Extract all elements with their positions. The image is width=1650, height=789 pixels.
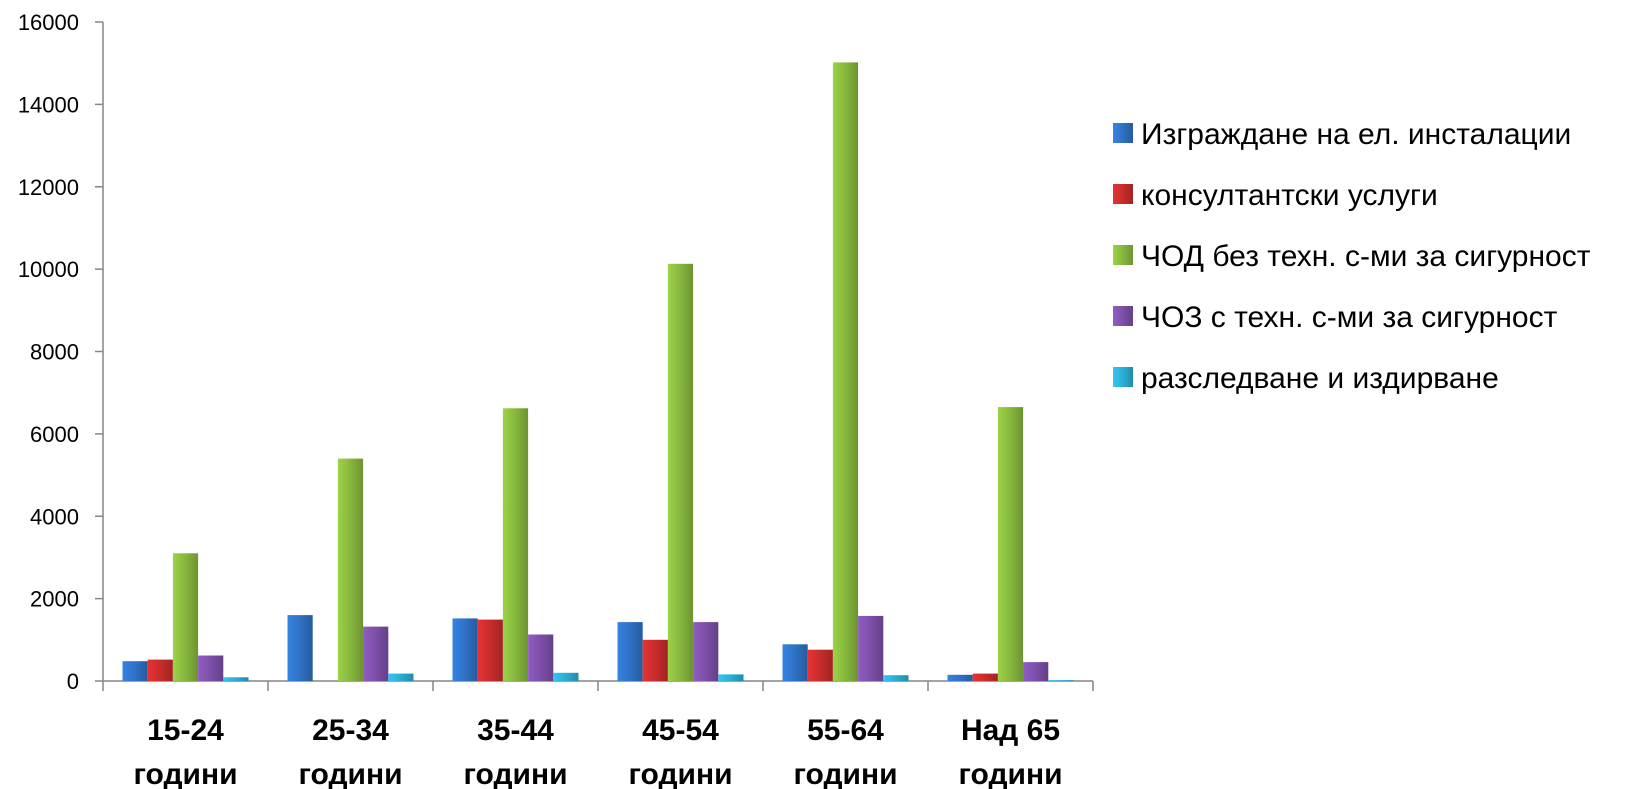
x-tick-label: Над 65 години (958, 714, 1062, 789)
y-tick-label: 2000 (30, 587, 79, 612)
x-tick-label: 15-24 години (133, 714, 237, 789)
bar (198, 655, 224, 681)
bar (667, 263, 694, 681)
legend-swatch (1113, 184, 1133, 204)
legend-label: разследване и издирване (1141, 362, 1499, 395)
bar (947, 674, 973, 681)
x-tick-label: 45-54 години (628, 714, 732, 789)
bar (388, 673, 414, 681)
bar (502, 408, 529, 681)
legend-swatch (1113, 123, 1133, 143)
legend-label: консултантски услуги (1141, 179, 1438, 212)
y-tick-label: 6000 (30, 422, 79, 447)
bar (172, 553, 199, 681)
bar (147, 659, 173, 681)
bar (807, 649, 833, 681)
legend-label: ЧОЗ с техн. с-ми за сигурност (1141, 301, 1558, 334)
x-tick-label: 35-44 години (463, 714, 567, 789)
bar (223, 677, 249, 681)
x-axis: 15-24 години 25-34 години 35-44 години 45-54 го… (102, 680, 1094, 789)
legend: Изграждане на ел. инсталации консултантск… (1113, 118, 1591, 395)
legend-swatch (1113, 245, 1133, 265)
bar (528, 634, 554, 681)
bar (363, 626, 389, 681)
bar (1023, 662, 1049, 681)
bar (452, 618, 478, 681)
bars (122, 62, 1074, 681)
y-tick-label: 14000 (18, 92, 79, 117)
y-tick-label: 0 (67, 669, 79, 694)
legend-label: Изграждане на ел. инсталации (1141, 118, 1571, 151)
bar (122, 661, 148, 681)
x-tick-label: 25-34 години (298, 714, 402, 789)
bar (617, 622, 643, 681)
legend-swatch (1113, 306, 1133, 326)
x-tick-label: 55-64 години (793, 714, 897, 789)
bar (718, 674, 744, 681)
bar (477, 619, 503, 681)
legend-label: ЧОД без техн. с-ми за сигурност (1141, 240, 1591, 273)
bar (883, 675, 909, 681)
bar (1048, 680, 1074, 681)
bar (553, 672, 579, 681)
y-axis: 0 2000 4000 6000 8000 10000 12000 14000 16000 (18, 10, 104, 694)
y-tick-label: 12000 (18, 175, 79, 200)
bar (782, 644, 808, 681)
bar (337, 458, 364, 681)
y-tick-label: 10000 (18, 257, 79, 282)
bar (858, 615, 884, 681)
bar (287, 615, 313, 681)
y-tick-label: 4000 (30, 504, 79, 529)
y-tick-label: 8000 (30, 340, 79, 365)
bar (972, 673, 998, 681)
legend-swatch (1113, 367, 1133, 387)
bar (997, 407, 1024, 681)
bar (832, 62, 859, 681)
y-tick-label: 16000 (18, 10, 79, 35)
bar (693, 622, 719, 681)
bar (642, 639, 668, 681)
